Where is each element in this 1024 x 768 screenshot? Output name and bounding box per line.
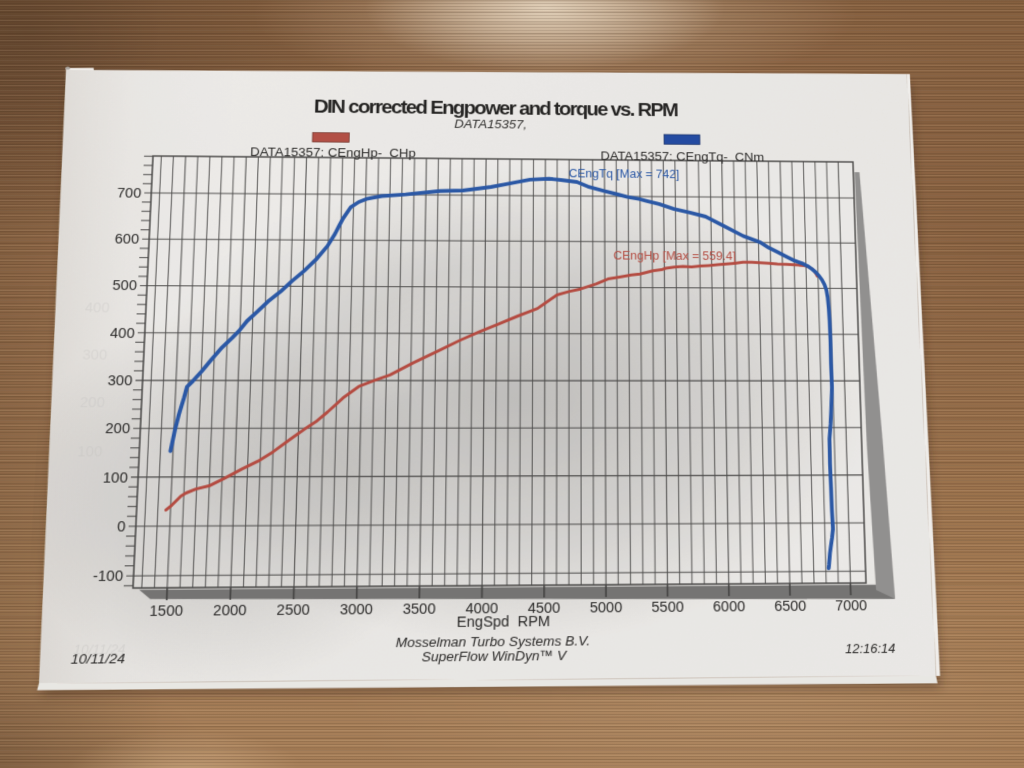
svg-text:5000: 5000 bbox=[590, 598, 623, 615]
svg-text:DATA15357,: DATA15357, bbox=[454, 116, 527, 131]
svg-text:200: 200 bbox=[80, 394, 106, 411]
svg-text:100: 100 bbox=[77, 442, 103, 459]
svg-text:600: 600 bbox=[114, 231, 139, 247]
svg-text:DATA15357: CEngTq- CNm: DATA15357: CEngTq- CNm bbox=[600, 149, 764, 165]
svg-text:2000: 2000 bbox=[213, 601, 247, 619]
svg-text:0: 0 bbox=[117, 517, 126, 534]
svg-text:3000: 3000 bbox=[340, 600, 374, 617]
svg-text:12:16:14: 12:16:14 bbox=[845, 641, 896, 656]
svg-text:10/11/24: 10/11/24 bbox=[70, 651, 125, 668]
svg-text:6500: 6500 bbox=[774, 597, 807, 614]
svg-text:200: 200 bbox=[105, 420, 131, 437]
svg-text:SuperFlow WinDyn™ V: SuperFlow WinDyn™ V bbox=[421, 647, 567, 665]
svg-text:6000: 6000 bbox=[713, 597, 746, 614]
svg-text:EngSpd RPM: EngSpd RPM bbox=[457, 613, 551, 631]
svg-text:CEngHp [Max = 559.4]: CEngHp [Max = 559.4] bbox=[613, 249, 736, 263]
svg-text:300: 300 bbox=[107, 372, 133, 389]
svg-text:2500: 2500 bbox=[276, 601, 310, 619]
svg-text:7000: 7000 bbox=[835, 597, 868, 614]
svg-text:100: 100 bbox=[103, 468, 129, 485]
svg-text:400: 400 bbox=[85, 299, 111, 315]
svg-text:DIN corrected Engpower and tor: DIN corrected Engpower and torque vs. RP… bbox=[314, 96, 679, 121]
svg-text:5500: 5500 bbox=[651, 598, 684, 615]
svg-text:-100: -100 bbox=[93, 567, 124, 584]
svg-text:500: 500 bbox=[112, 277, 137, 293]
svg-text:4000: 4000 bbox=[465, 599, 498, 616]
svg-text:Mosselman Turbo Systems B.V.: Mosselman Turbo Systems B.V. bbox=[395, 633, 590, 651]
svg-text:1500: 1500 bbox=[149, 602, 184, 620]
svg-text:300: 300 bbox=[82, 346, 108, 363]
svg-text:3500: 3500 bbox=[403, 600, 437, 617]
svg-text:CEngTq [Max = 742]: CEngTq [Max = 742] bbox=[569, 167, 680, 181]
svg-text:700: 700 bbox=[117, 185, 142, 201]
svg-text:10/11/24: 10/11/24 bbox=[73, 642, 126, 658]
svg-text:4500: 4500 bbox=[528, 599, 561, 616]
svg-text:DATA15357: CEngHp- CHp: DATA15357: CEngHp- CHp bbox=[250, 145, 416, 161]
svg-text:400: 400 bbox=[110, 324, 136, 340]
